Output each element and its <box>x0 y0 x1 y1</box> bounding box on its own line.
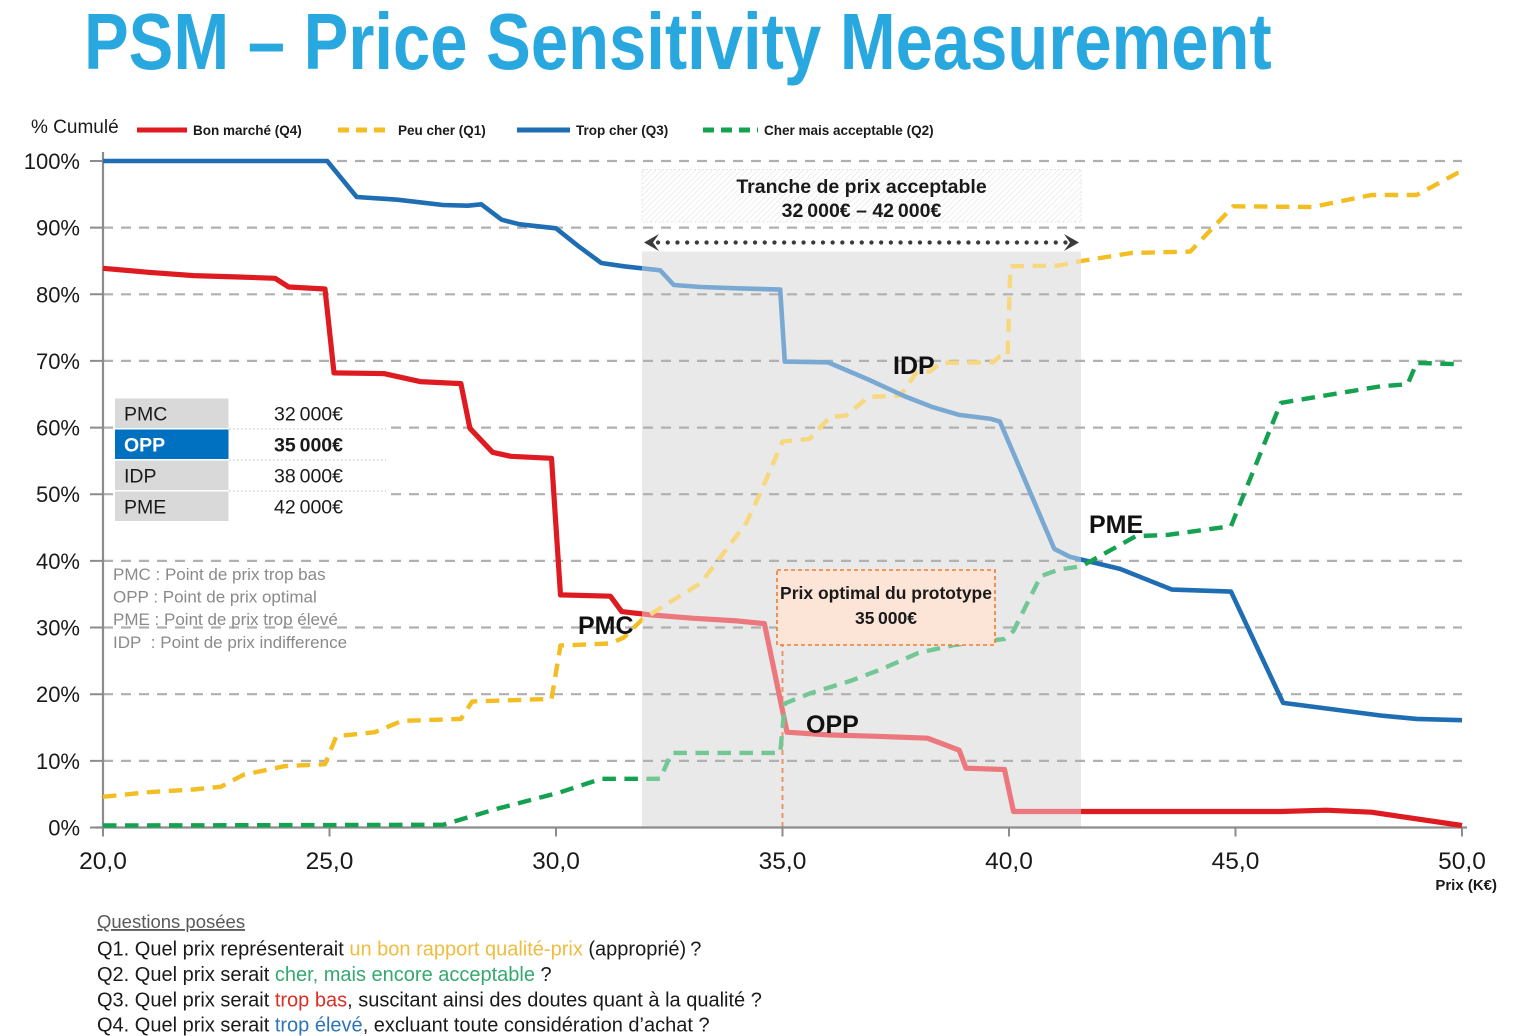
svg-text:Prix (K€): Prix (K€) <box>1435 877 1497 894</box>
svg-text:IDP: IDP <box>124 466 157 488</box>
svg-text:50%: 50% <box>36 482 80 507</box>
svg-text:45,0: 45,0 <box>1212 848 1260 875</box>
svg-text:Q2. Quel prix serait cher, mai: Q2. Quel prix serait cher, mais encore a… <box>97 964 552 986</box>
svg-text:Q4. Quel prix serait trop élev: Q4. Quel prix serait trop élevé, excluan… <box>97 1015 710 1036</box>
svg-text:35 000€: 35 000€ <box>274 435 343 457</box>
svg-text:% Cumulé: % Cumulé <box>31 117 119 138</box>
svg-text:OPP: OPP <box>806 711 859 739</box>
svg-text:10%: 10% <box>36 749 80 774</box>
svg-text:40%: 40% <box>36 549 80 574</box>
svg-text:Bon marché (Q4): Bon marché (Q4) <box>193 123 302 138</box>
svg-text:Q3. Quel prix serait trop bas,: Q3. Quel prix serait trop bas, suscitant… <box>97 989 762 1011</box>
svg-text:PMC : Point de prix trop bas: PMC : Point de prix trop bas <box>113 565 326 584</box>
svg-text:50,0: 50,0 <box>1438 848 1486 875</box>
svg-text:PME: PME <box>1089 511 1143 539</box>
svg-text:PMC: PMC <box>578 612 634 640</box>
svg-text:Peu cher (Q1): Peu cher (Q1) <box>398 123 486 138</box>
svg-text:30%: 30% <box>36 616 80 641</box>
svg-text:90%: 90% <box>36 216 80 241</box>
svg-text:60%: 60% <box>36 416 80 441</box>
svg-text:Questions posées: Questions posées <box>97 911 245 932</box>
svg-text:100%: 100% <box>24 149 80 174</box>
svg-text:OPP: OPP <box>124 435 165 457</box>
svg-text:Prix optimal du prototype: Prix optimal du prototype <box>780 583 992 603</box>
svg-text:0%: 0% <box>48 816 80 841</box>
svg-text:PMC: PMC <box>124 404 167 426</box>
svg-text:20,0: 20,0 <box>79 848 127 875</box>
svg-text:Q1. Quel prix représenterait u: Q1. Quel prix représenterait un bon rapp… <box>97 939 701 961</box>
svg-text:IDP: IDP <box>893 352 935 380</box>
svg-text:Cher mais acceptable (Q2): Cher mais acceptable (Q2) <box>764 123 934 138</box>
svg-text:35 000€: 35 000€ <box>855 608 917 628</box>
svg-text:20%: 20% <box>36 682 80 707</box>
svg-text:35,0: 35,0 <box>759 848 807 875</box>
svg-text:OPP : Point de prix optimal: OPP : Point de prix optimal <box>113 588 317 607</box>
svg-text:40,0: 40,0 <box>985 848 1033 875</box>
svg-text:42 000€: 42 000€ <box>274 497 343 519</box>
svg-text:70%: 70% <box>36 349 80 374</box>
svg-text:PSM – Price Sensitivity Measur: PSM – Price Sensitivity Measurement <box>84 0 1272 86</box>
svg-text:80%: 80% <box>36 282 80 307</box>
svg-text:32 000€: 32 000€ <box>274 404 343 426</box>
svg-text:30,0: 30,0 <box>532 848 580 875</box>
svg-text:IDP : Point de prix indiffere: IDP : Point de prix indifference <box>113 633 347 652</box>
svg-text:32 000€ – 42 000€: 32 000€ – 42 000€ <box>782 200 942 222</box>
svg-text:25,0: 25,0 <box>306 848 354 875</box>
svg-text:PME : Point de prix trop élevé: PME : Point de prix trop élevé <box>113 610 338 629</box>
svg-text:38 000€: 38 000€ <box>274 466 343 488</box>
svg-text:PME: PME <box>124 497 166 519</box>
svg-text:Tranche de prix acceptable: Tranche de prix acceptable <box>736 176 987 198</box>
svg-text:Trop cher (Q3): Trop cher (Q3) <box>576 123 668 138</box>
